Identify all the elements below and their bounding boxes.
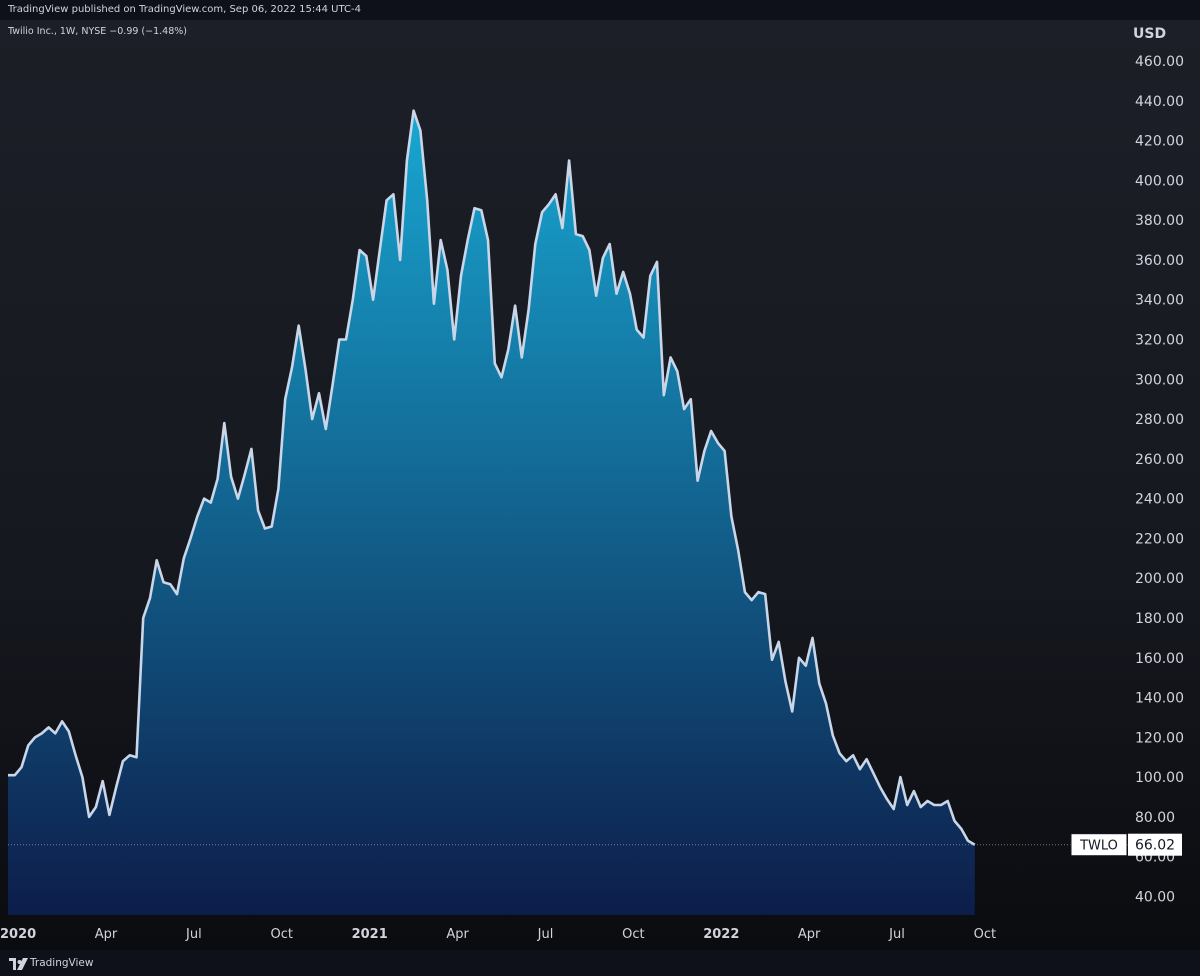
- symbol-badge: [1070, 833, 1128, 857]
- tradingview-logo-icon: [9, 958, 28, 970]
- price-line: [8, 109, 976, 846]
- area-layer: [8, 110, 975, 915]
- y-tick-label: 200.00: [1135, 571, 1184, 587]
- symbol-legend: Twilio Inc., 1W, NYSE −0.99 (−1.48%): [8, 26, 187, 37]
- y-tick-label: 120.00: [1135, 730, 1184, 746]
- last-price-layer: TWLO 66.02: [8, 833, 1182, 857]
- y-tick-label: 440.00: [1135, 94, 1184, 110]
- x-tick-label: Jul: [185, 927, 202, 942]
- y-tick-label: 220.00: [1135, 531, 1184, 547]
- x-tick-label: Apr: [446, 927, 469, 942]
- x-tick-label: Oct: [271, 927, 293, 942]
- x-tick-label: Oct: [622, 927, 644, 942]
- price-axis[interactable]: USD40.0060.0080.00100.00120.00140.00160.…: [1133, 26, 1184, 906]
- y-tick-label: 180.00: [1135, 611, 1184, 627]
- publish-info: TradingView published on TradingView.com…: [8, 4, 361, 15]
- line-layer: [8, 109, 976, 846]
- y-tick-label: 240.00: [1135, 492, 1184, 508]
- brand-name: TradingView: [30, 957, 94, 969]
- y-tick-label: 320.00: [1135, 333, 1184, 349]
- y-tick-label: 400.00: [1135, 173, 1184, 189]
- currency-label: USD: [1133, 26, 1166, 42]
- y-tick-label: 380.00: [1135, 213, 1184, 229]
- x-tick-label: Apr: [798, 927, 821, 942]
- symbol-badge-label: TWLO: [1079, 839, 1118, 854]
- x-tick-label: 2022: [703, 927, 739, 942]
- price-area: [8, 110, 975, 915]
- y-tick-label: 260.00: [1135, 452, 1184, 468]
- y-tick-label: 140.00: [1135, 691, 1184, 707]
- top-bar: [0, 0, 1200, 20]
- x-tick-label: 2021: [352, 927, 388, 942]
- y-tick-label: 340.00: [1135, 293, 1184, 309]
- x-tick-label: 2020: [0, 927, 36, 942]
- y-tick-label: 460.00: [1135, 54, 1184, 70]
- y-tick-label: 300.00: [1135, 372, 1184, 388]
- y-tick-label: 40.00: [1135, 890, 1175, 906]
- y-tick-label: 100.00: [1135, 770, 1184, 786]
- x-tick-label: Jul: [537, 927, 554, 942]
- time-axis[interactable]: 2020 Apr Jul Oct 2021 Apr Jul Oct 2022 Apr Jul Oct: [0, 927, 996, 942]
- y-tick-label: 80.00: [1135, 810, 1175, 826]
- y-tick-label: 360.00: [1135, 253, 1184, 269]
- y-tick-label: 420.00: [1135, 134, 1184, 150]
- x-tick-label: Apr: [95, 927, 118, 942]
- y-tick-label: 160.00: [1135, 651, 1184, 667]
- x-tick-label: Oct: [974, 927, 996, 942]
- bottom-bar: [0, 950, 1200, 976]
- x-tick-label: Jul: [888, 927, 905, 942]
- y-tick-label: 280.00: [1135, 412, 1184, 428]
- last-price-badge: [1128, 833, 1182, 856]
- last-price-value: 66.02: [1135, 838, 1175, 854]
